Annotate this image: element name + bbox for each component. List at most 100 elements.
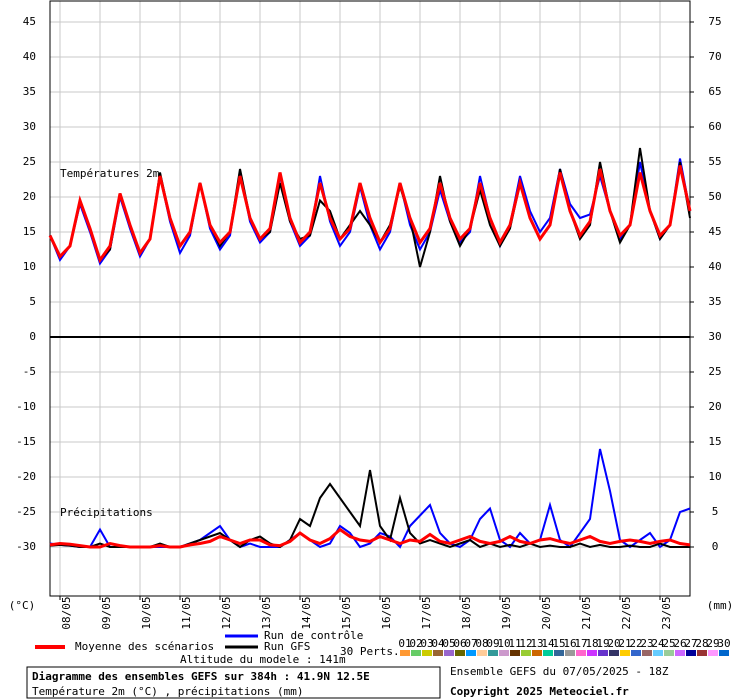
perturbation-swatch — [708, 650, 718, 656]
x-tick-label: 17/05 — [420, 596, 433, 629]
x-tick-label: 12/05 — [220, 596, 233, 629]
perturbation-label: 25 — [662, 637, 675, 650]
x-tick-label: 22/05 — [620, 596, 633, 629]
y2-tick-label: 5 — [712, 505, 719, 518]
y2-tick-label: 45 — [708, 225, 721, 238]
perturbation-label: 05 — [442, 637, 455, 650]
perturbation-label: 15 — [552, 637, 565, 650]
x-tick-label: 21/05 — [580, 596, 593, 629]
precipitation-line — [49, 527, 691, 549]
subtitle: Température 2m (°C) , précipitations (mm… — [32, 685, 304, 698]
title: Diagramme des ensembles GEFS sur 384h : … — [32, 670, 370, 683]
y2-unit: (mm) — [707, 599, 734, 612]
perturbation-swatch — [598, 650, 608, 656]
title-box — [26, 666, 441, 699]
perturbation-label: 22 — [629, 637, 642, 650]
y-tick-label: -30 — [16, 540, 36, 553]
y-tick-label: 10 — [23, 260, 36, 273]
y-tick-label: -15 — [16, 435, 36, 448]
y2-tick-label: 25 — [708, 365, 721, 378]
x-tick-label: 18/05 — [460, 596, 473, 629]
perturbation-label: 17 — [574, 637, 587, 650]
perturbation-swatch — [620, 650, 630, 656]
legend-label: Run GFS — [264, 640, 310, 653]
perturbation-swatch — [675, 650, 685, 656]
perturbation-swatch — [576, 650, 586, 656]
perturbation-label: 09 — [486, 637, 499, 650]
perturbation-label: 07 — [464, 637, 477, 650]
temperature-line — [48, 165, 692, 264]
perturbation-swatch — [466, 650, 476, 656]
y-tick-label: 15 — [23, 225, 36, 238]
perturbation-swatch — [510, 650, 520, 656]
y2-tick-label: 15 — [708, 435, 721, 448]
y2-tick-label: 70 — [708, 50, 721, 63]
perturbation-label: 28 — [695, 637, 708, 650]
perturbation-swatch — [631, 650, 641, 656]
y-tick-label: 40 — [23, 50, 36, 63]
legend-label: Run de contrôle — [264, 629, 363, 642]
perturbation-label: 02 — [409, 637, 422, 650]
perturbation-label: 16 — [563, 637, 576, 650]
perturbation-label: 01 — [398, 637, 411, 650]
perturbation-label: 14 — [541, 637, 555, 650]
y-tick-label: 0 — [29, 330, 36, 343]
perturbation-swatch — [411, 650, 421, 656]
x-tick-label: 23/05 — [660, 596, 673, 629]
perturbation-label: 12 — [519, 637, 532, 650]
perturbation-swatch — [587, 650, 597, 656]
perturbation-swatch — [422, 650, 432, 656]
perturbation-swatch — [477, 650, 487, 656]
perturbation-label: 27 — [684, 637, 697, 650]
y2-tick-label: 65 — [708, 85, 721, 98]
y-tick-label: -10 — [16, 400, 36, 413]
x-tick-label: 13/05 — [260, 596, 273, 629]
perturbation-swatch — [499, 650, 509, 656]
perturbation-label: 10 — [497, 637, 510, 650]
x-tick-label: 16/05 — [380, 596, 393, 629]
perturbation-label: 21 — [618, 637, 631, 650]
y-unit: (°C) — [9, 599, 36, 612]
y2-tick-label: 55 — [708, 155, 721, 168]
perturbation-swatch — [686, 650, 696, 656]
perturbation-label: 06 — [453, 637, 466, 650]
plot-frame — [49, 0, 691, 597]
perturbation-label: 04 — [431, 637, 445, 650]
perturbation-label: 19 — [596, 637, 609, 650]
perturbation-swatch — [532, 650, 542, 656]
x-tick-label: 10/05 — [140, 596, 153, 629]
perturbation-swatch — [565, 650, 575, 656]
x-tick-label: 08/05 — [60, 596, 73, 629]
perturbation-label: 29 — [706, 637, 719, 650]
perturbation-swatch — [444, 650, 454, 656]
y2-tick-label: 10 — [708, 470, 721, 483]
panel-label: Températures 2m — [60, 167, 160, 180]
perturbation-label: 08 — [475, 637, 488, 650]
x-tick-label: 11/05 — [180, 596, 193, 629]
precipitation-line — [49, 448, 691, 549]
perturbation-label: 20 — [607, 637, 620, 650]
y-tick-label: 25 — [23, 155, 36, 168]
panel-label: Précipitations — [60, 506, 153, 519]
x-tick-label: 09/05 — [100, 596, 113, 629]
perturbation-label: 13 — [530, 637, 543, 650]
perturbation-swatch — [543, 650, 553, 656]
y2-tick-label: 20 — [708, 400, 721, 413]
perturbations-label: 30 Perts. — [340, 645, 400, 658]
perturbation-swatch — [433, 650, 443, 656]
perturbation-swatch — [455, 650, 465, 656]
perturbation-swatch — [609, 650, 619, 656]
x-tick-label: 20/05 — [540, 596, 553, 629]
perturbation-label: 26 — [673, 637, 686, 650]
y-tick-label: -25 — [16, 505, 36, 518]
perturbation-label: 23 — [640, 637, 653, 650]
x-tick-label: 14/05 — [300, 596, 313, 629]
perturbation-label: 03 — [420, 637, 433, 650]
perturbation-swatch — [521, 650, 531, 656]
perturbation-swatch — [719, 650, 729, 656]
y-tick-label: 30 — [23, 120, 36, 133]
perturbation-swatch — [697, 650, 707, 656]
y2-tick-label: 35 — [708, 295, 721, 308]
y-tick-label: 45 — [23, 15, 36, 28]
